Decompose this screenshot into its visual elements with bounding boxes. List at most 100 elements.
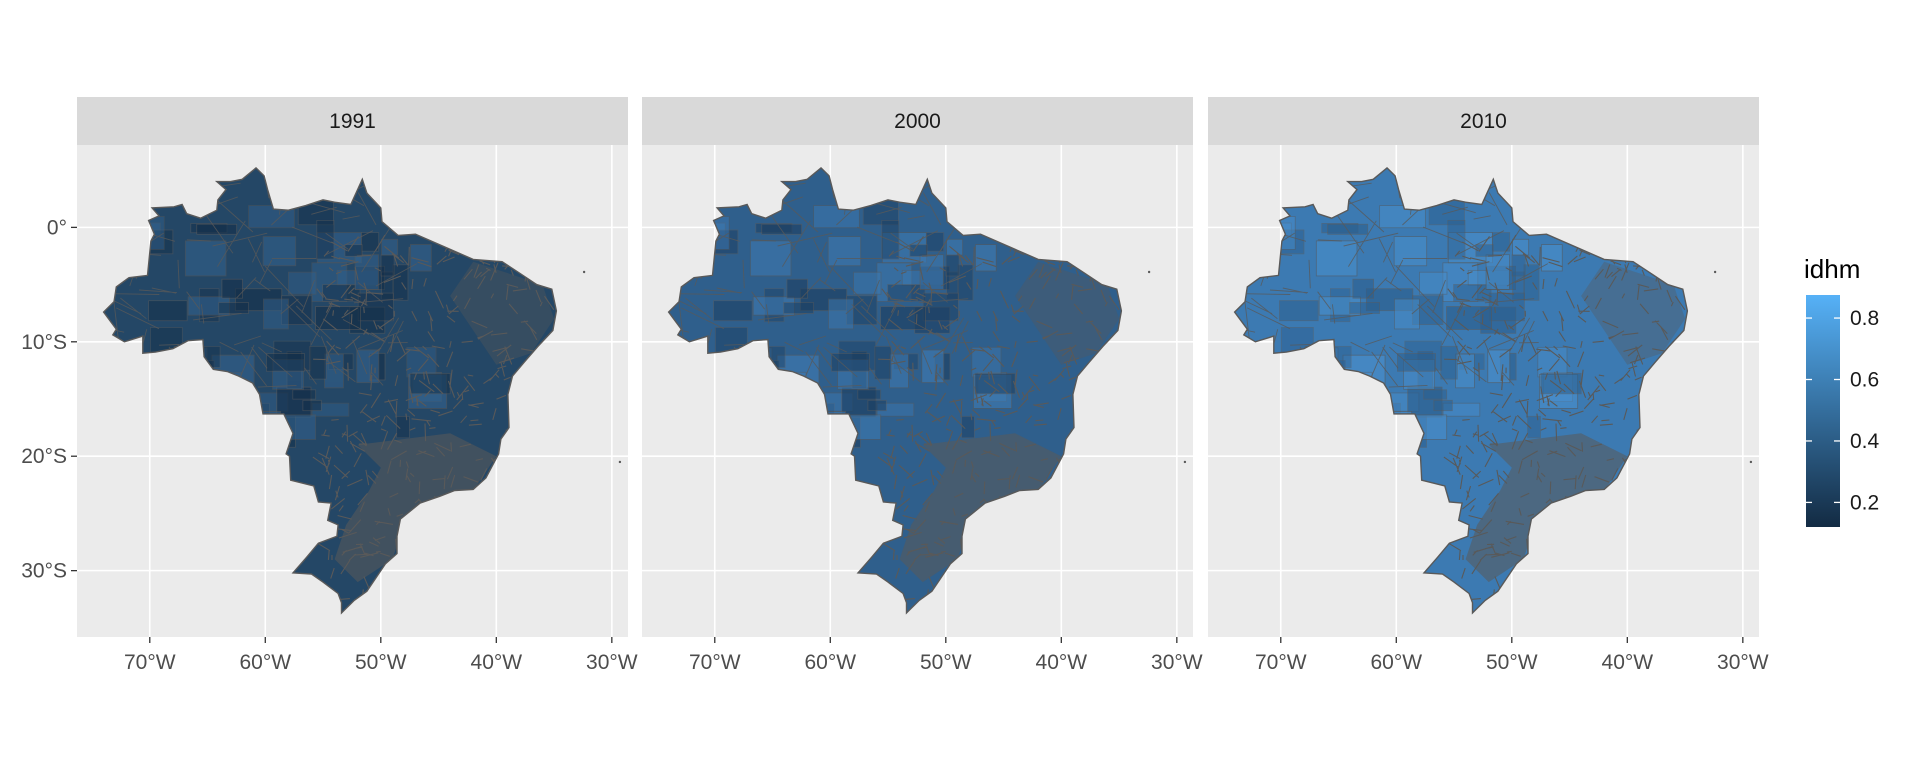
municipality-region: [1512, 238, 1530, 256]
island-dot: [582, 270, 586, 274]
municipality-region: [1379, 205, 1426, 229]
municipality-region: [831, 353, 870, 372]
municipality-region: [1527, 415, 1541, 439]
municipality-region: [1423, 389, 1448, 400]
municipality-region: [1327, 223, 1369, 235]
x-tick-label: 70°W: [689, 651, 741, 674]
facet-strip-label: 2010: [1460, 110, 1507, 133]
municipality-region: [356, 349, 380, 384]
municipality-region: [380, 254, 395, 277]
municipality-region: [1440, 345, 1458, 380]
municipality-region: [827, 236, 862, 267]
municipality-region: [1394, 298, 1420, 330]
municipality-region: [1475, 244, 1494, 257]
municipality-region: [1419, 271, 1448, 295]
municipality-region: [946, 238, 964, 256]
x-tick-label: 30°W: [1717, 651, 1769, 674]
y-tick-label: 10°S: [21, 331, 67, 354]
municipality-region: [381, 238, 399, 256]
x-tick-label: 50°W: [920, 651, 972, 674]
facet-1991: 1991 70°W 60°W 50°W 40°W 30°W 0° 10°S 20°S 30°S: [21, 97, 638, 674]
municipality-region: [919, 254, 944, 290]
municipality-region: [218, 302, 249, 314]
municipality-region: [396, 415, 410, 439]
legend-title: idhm: [1804, 254, 1860, 284]
x-tick-label: 30°W: [1151, 651, 1203, 674]
y-tick-label: 20°S: [21, 445, 67, 468]
municipality-region: [1352, 278, 1374, 299]
municipality-region: [196, 223, 238, 235]
municipality-region: [148, 300, 188, 322]
municipality-region: [354, 254, 379, 290]
municipality-region: [1315, 240, 1358, 277]
x-tick-label: 60°W: [239, 651, 291, 674]
municipality-region: [881, 219, 900, 260]
x-tick-label: 40°W: [1602, 651, 1654, 674]
municipality-region: [1397, 353, 1436, 372]
municipality-region: [874, 345, 892, 380]
y-tick-label: 30°S: [21, 560, 67, 583]
x-tick-label: 60°W: [1370, 651, 1422, 674]
municipality-region: [921, 349, 945, 384]
municipality-region: [1511, 254, 1526, 277]
legend-ticks: 0.2 0.4 0.6 0.8: [1806, 307, 1880, 514]
island-dot: [1713, 270, 1717, 274]
municipality-region: [302, 399, 322, 412]
municipality-region: [909, 244, 928, 257]
municipality-region: [867, 399, 887, 412]
municipality-region: [786, 278, 808, 299]
municipality-region: [248, 205, 295, 229]
dense-municipalities-northeast: [1581, 261, 1686, 365]
legend-tick-label: 0.2: [1850, 491, 1879, 514]
brazil-map-shape: [668, 167, 1122, 613]
municipality-region: [1523, 264, 1540, 301]
municipality-region: [945, 254, 960, 277]
dense-municipalities-northeast: [1015, 261, 1120, 365]
municipality-region: [266, 353, 305, 372]
island-dot: [1183, 460, 1187, 464]
facet-2010: 2010 70°W 60°W 50°W 40°W 30°W: [1208, 97, 1769, 674]
facet-strip: [77, 97, 628, 145]
municipality-region: [316, 219, 335, 260]
municipality-region: [288, 271, 317, 295]
municipality-region: [184, 240, 227, 277]
x-tick-label: 70°W: [1255, 651, 1307, 674]
x-tick-label: 70°W: [124, 651, 176, 674]
municipality-region: [1447, 219, 1466, 260]
municipality-region: [857, 389, 882, 400]
municipality-region: [961, 415, 975, 439]
municipality-region: [1393, 236, 1428, 267]
island-dot: [1147, 270, 1151, 274]
municipality-region: [263, 298, 289, 330]
facet-strip: [642, 97, 1193, 145]
color-legend: idhm 0.2 0.4 0.6 0.8: [1804, 254, 1880, 527]
y-tick-label: 0°: [47, 216, 67, 239]
legend-tick-label: 0.8: [1850, 307, 1879, 330]
legend-tick-label: 0.4: [1850, 430, 1880, 453]
municipality-region: [761, 223, 803, 235]
municipality-region: [1485, 254, 1510, 290]
municipality-region: [292, 389, 317, 400]
municipality-region: [828, 298, 854, 330]
x-tick-label: 40°W: [471, 651, 523, 674]
island-dot: [618, 460, 622, 464]
municipality-region: [783, 302, 814, 314]
municipality-region: [957, 264, 974, 301]
municipality-region: [1279, 300, 1319, 322]
brazil-outline: [1233, 166, 1689, 615]
legend-colorbar: [1806, 295, 1840, 527]
dense-municipalities-northeast: [450, 261, 555, 365]
island-dot: [1749, 460, 1753, 464]
x-tick-label: 50°W: [1486, 651, 1538, 674]
municipality-region: [713, 300, 753, 322]
municipality-region: [344, 244, 363, 257]
municipality-region: [749, 240, 792, 277]
municipality-region: [309, 345, 327, 380]
facet-strip-label: 2000: [894, 110, 941, 133]
x-tick-label: 40°W: [1036, 651, 1088, 674]
municipality-region: [853, 271, 882, 295]
legend-tick-label: 0.6: [1850, 369, 1879, 392]
facet-2000: 2000 70°W 60°W 50°W 40°W 30°W: [642, 97, 1203, 674]
municipality-region: [221, 278, 243, 299]
